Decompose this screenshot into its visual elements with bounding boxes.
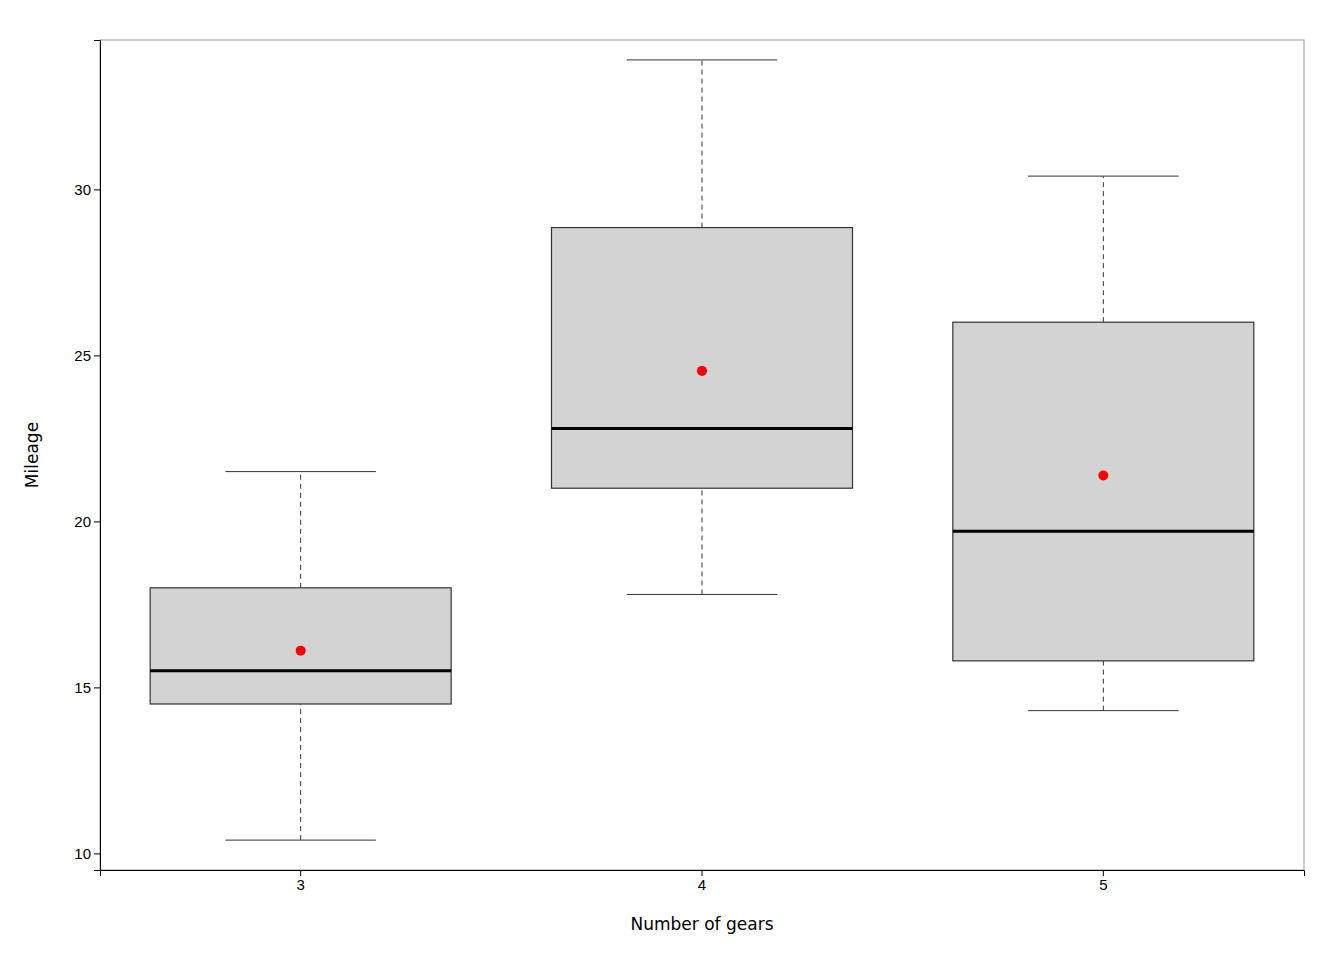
y-tick: 20	[74, 513, 100, 530]
whisker-high	[702, 60, 703, 228]
chart-container: 10 15 20 25 30 3 4 5 Number of gears Mileage	[0, 0, 1344, 960]
y-tick-label: 10	[74, 845, 91, 862]
x-tick: 3	[296, 870, 304, 893]
median	[953, 530, 1254, 533]
mean-dot	[1098, 471, 1108, 481]
cap-low	[1028, 710, 1179, 711]
whisker-low	[300, 704, 301, 840]
y-tick-line	[94, 355, 100, 356]
y-tick-label: 25	[74, 347, 91, 364]
x-tick-label: 5	[1099, 876, 1107, 893]
y-axis: 10 15 20 25 30	[74, 41, 100, 871]
box-group	[552, 60, 853, 595]
y-tick: 10	[74, 845, 100, 862]
y-tick-label: 15	[74, 679, 91, 696]
y-tick: 25	[74, 347, 100, 364]
x-tick-label: 3	[296, 876, 304, 893]
x-tick: 4	[698, 870, 706, 893]
box-group	[953, 176, 1254, 711]
cap-low	[225, 840, 376, 841]
whisker-high	[1103, 176, 1104, 322]
x-tick-label: 4	[698, 876, 706, 893]
plot-frame	[100, 40, 1304, 870]
cap-high	[1028, 176, 1179, 177]
x-axis-title: Number of gears	[631, 914, 774, 934]
whisker-low	[702, 488, 703, 594]
marks	[150, 60, 1254, 840]
y-tick: 30	[74, 181, 100, 198]
median	[552, 427, 853, 430]
y-axis-title: Mileage	[22, 422, 42, 488]
mean-dot	[296, 646, 306, 656]
box-group	[150, 472, 451, 841]
y-tick-label: 20	[74, 513, 91, 530]
box	[953, 322, 1254, 661]
y-tick-line	[94, 687, 100, 688]
x-axis: 3 4 5	[101, 870, 1305, 893]
box	[552, 228, 853, 489]
y-tick-line	[94, 189, 100, 190]
x-tick: 5	[1099, 870, 1107, 893]
whisker-high	[300, 472, 301, 588]
cap-low	[627, 594, 778, 595]
y-tick-line	[94, 853, 100, 854]
y-tick-line	[94, 521, 100, 522]
chart-svg: 10 15 20 25 30 3 4 5 Number of gears Mileage	[0, 0, 1344, 960]
mean-dot	[697, 366, 707, 376]
y-tick: 15	[74, 679, 100, 696]
box	[150, 588, 451, 704]
y-tick-label: 30	[74, 181, 91, 198]
plot: 10 15 20 25 30 3 4 5 Number of gears Mileage	[22, 40, 1305, 934]
y-axis-line	[94, 41, 101, 871]
median	[150, 669, 451, 672]
cap-high	[225, 471, 376, 472]
whisker-low	[1103, 661, 1104, 711]
cap-high	[627, 59, 778, 60]
